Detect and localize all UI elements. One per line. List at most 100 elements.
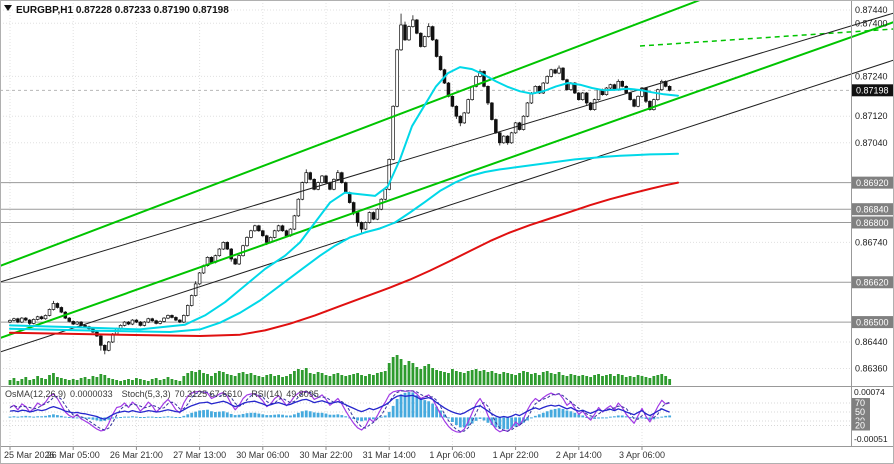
volume-bar [285,376,288,385]
candle-body [620,81,624,87]
time-axis-label: 1 Apr 06:00 [429,450,475,460]
volume-bar [612,376,616,385]
osma-bar [229,413,233,418]
osma-bar [530,417,533,419]
volume-bar [320,373,324,385]
volume-bar [277,375,280,385]
candle-body [39,316,44,320]
osma-bar [123,416,126,418]
candle-body [99,335,103,346]
osma-bar [154,417,158,419]
volume-bar [142,380,146,385]
candle-body [8,320,12,323]
candle-body [387,159,391,190]
candle-body [261,230,265,237]
indicator-level-badge [852,407,870,417]
candle-body [150,318,154,322]
osma-bar [206,409,209,418]
trendline-1[interactable] [0,12,894,283]
osma-bar [75,417,79,419]
candle-body [12,318,16,321]
symbol-dropdown-icon[interactable] [4,5,12,11]
volume-bar [186,373,190,385]
osma-bar [498,417,502,429]
volume-bar [210,376,213,385]
osma-bar [573,412,577,418]
volume-bar [518,373,521,385]
channel-lower[interactable] [0,21,894,339]
candle-body [28,319,32,324]
candle-body [178,319,182,323]
volume-bar [514,375,517,385]
osma-bar [146,416,150,418]
ma-slow-cyan [9,152,679,333]
osma-bar [411,392,415,418]
gridlines [0,0,851,446]
osma-bar [364,417,367,421]
candle-body [513,122,518,134]
volume-bar [79,378,83,385]
candle-body [292,215,297,230]
osma-bar [537,414,541,418]
candle-body [332,178,336,190]
candle-body [304,172,309,183]
current-price-badge: 0.87198 [852,84,894,97]
time-axis-label: 30 Mar 22:00 [299,450,352,460]
candle-body [462,112,467,124]
osma-bar [111,417,115,419]
osma-bar [656,417,660,419]
volume-bar [158,380,162,385]
price-axis-label: 0.87120 [855,111,888,121]
volume-bar [182,376,186,385]
osma-bar [36,416,40,418]
volume-bar [356,373,359,385]
volume-bar [415,367,419,385]
time-axis-label: 25 Mar 2026 [4,450,55,460]
osma-bar [585,417,589,419]
osma-bar [545,411,549,418]
volume-bar [593,375,596,385]
osma-bar [533,415,537,418]
candle-body [580,92,585,100]
candle-body [158,321,162,324]
indicator-subwindow [0,389,851,433]
volume-bar [383,371,387,385]
stochastic-main-line [9,389,670,433]
candle-body [320,175,324,183]
channel-upper[interactable] [0,0,701,267]
volume-bar [20,379,24,385]
trend-channel-lines[interactable] [0,0,894,353]
volume-bar [470,370,474,385]
candle-body [245,237,249,247]
osma-bar [435,406,438,418]
osma-bar [186,414,190,418]
volume-bar [8,380,12,385]
osma-bar [20,416,24,418]
candle-body [55,303,60,308]
osma-bar [668,415,672,418]
osma-bar [277,414,280,418]
candle-body [265,235,269,243]
volume-bar [103,375,107,385]
osma-bar [482,417,486,421]
osma-bar [352,417,356,419]
volume-bar [336,373,340,385]
candle-body [466,99,470,114]
osma-bar [628,417,632,419]
candle-body [415,19,419,34]
volume-bar [174,380,178,385]
osma-bar [312,412,316,418]
osma-bar [605,417,608,419]
candle-body [67,317,71,322]
osma-bar [217,411,221,418]
osma-bar [87,417,91,419]
candle-body [565,79,569,91]
volume-bar [624,377,628,385]
volume-bar [87,379,91,385]
channel-projection[interactable] [639,28,894,47]
trendline-2[interactable] [0,59,894,353]
indicator-level-badge [852,420,870,431]
volume-bar [123,380,126,385]
osma-bar [158,417,162,419]
